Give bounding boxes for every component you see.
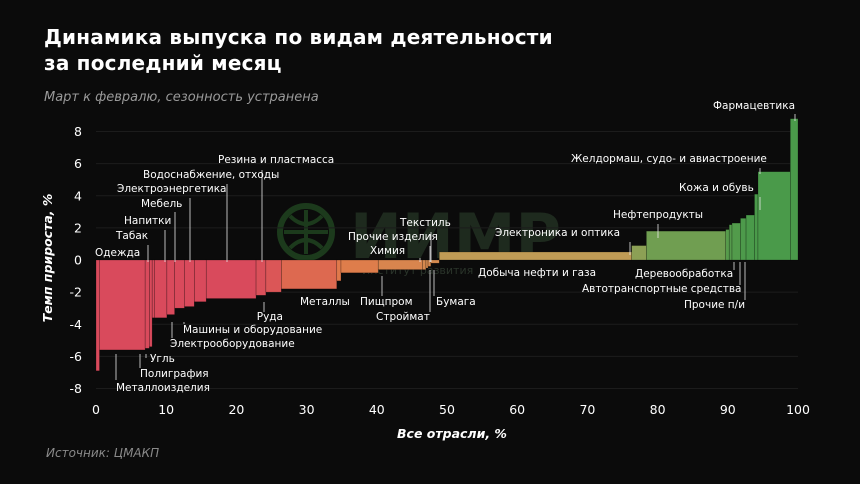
bar-label: Электрооборудование xyxy=(170,338,295,350)
x-tick-label: 40 xyxy=(369,402,385,417)
bar-label: Одежда xyxy=(95,247,140,259)
bar-1 xyxy=(99,259,146,351)
title-line-2: за последний месяц xyxy=(44,51,282,75)
bar-7 xyxy=(174,259,185,309)
bar-31 xyxy=(790,118,799,261)
x-tick-label: 80 xyxy=(650,402,666,417)
bar-label: Кожа и обувь xyxy=(679,182,754,194)
x-tick-label: 50 xyxy=(439,402,455,417)
bar-label: Руда xyxy=(257,311,283,323)
bar-10 xyxy=(205,259,257,299)
bar-label: Напитки xyxy=(124,215,171,227)
bar-2 xyxy=(144,259,150,349)
bar-label: Прочие изделия xyxy=(348,231,438,243)
y-tick-label: 4 xyxy=(74,188,82,203)
bar-label: Мебель xyxy=(141,198,182,210)
bar-22 xyxy=(631,245,647,261)
x-tick-label: 70 xyxy=(579,402,595,417)
x-tick-label: 10 xyxy=(158,402,174,417)
bar-11 xyxy=(255,259,267,296)
y-tick-label: 8 xyxy=(74,124,82,139)
bar-27 xyxy=(740,217,747,261)
x-tick-labels: 0 10 20 30 40 50 60 70 80 90 100 xyxy=(92,402,810,417)
x-tick-label: 100 xyxy=(786,402,810,417)
y-tick-label: 6 xyxy=(74,156,82,171)
bar-label: Деревообработка xyxy=(635,268,733,280)
bar-25 xyxy=(728,224,733,261)
bar-13 xyxy=(281,259,338,290)
y-tick-label: -4 xyxy=(70,317,83,332)
bar-3 xyxy=(149,259,153,347)
bar-label: Резина и пластмасса xyxy=(218,154,334,166)
bar-6 xyxy=(166,259,175,315)
bar-label: Текстиль xyxy=(399,217,451,229)
chart-title: Динамика выпуска по видам деятельности з… xyxy=(44,24,553,76)
bar-19 xyxy=(427,259,432,267)
bar-5 xyxy=(154,259,168,319)
bar-18 xyxy=(425,259,429,269)
bar-9 xyxy=(194,259,207,303)
bar-label: Пищпром xyxy=(360,296,413,308)
bar-21 xyxy=(439,251,632,261)
x-tick-label: 90 xyxy=(720,402,736,417)
y-axis-label: Темп прироста, % xyxy=(40,194,55,323)
bar-24 xyxy=(725,229,730,261)
bar-label: Машины и оборудование xyxy=(183,324,322,336)
bar-30 xyxy=(757,171,791,261)
bar-label: Металлоизделия xyxy=(116,382,210,394)
bars-group xyxy=(95,118,799,372)
bar-label: Строймат xyxy=(376,311,430,323)
bar-label: Прочие п/и xyxy=(684,299,745,311)
bar-label: Водоснабжение, отходы xyxy=(143,169,279,181)
bar-17 xyxy=(422,259,427,270)
bar-label: Нефтепродукты xyxy=(613,209,703,221)
y-tick-label: -6 xyxy=(70,349,83,364)
source-note: Источник: ЦМАКП xyxy=(46,446,160,460)
bar-26 xyxy=(731,222,741,261)
x-tick-label: 20 xyxy=(228,402,244,417)
x-tick-label: 60 xyxy=(509,402,525,417)
label-leaders xyxy=(115,114,796,380)
bar-16 xyxy=(377,259,423,270)
bar-29 xyxy=(754,193,759,261)
bar-23 xyxy=(646,230,726,261)
x-tick-label: 0 xyxy=(92,402,100,417)
watermark-circle-icon xyxy=(277,203,335,261)
bar-label: Угль xyxy=(150,353,175,365)
title-line-1: Динамика выпуска по видам деятельности xyxy=(44,25,553,49)
bar-28 xyxy=(745,214,755,261)
bar-8 xyxy=(184,259,195,307)
bar-label: Металлы xyxy=(300,296,350,308)
watermark-globe-icon xyxy=(284,210,328,254)
bar-label: Добыча нефти и газа xyxy=(478,267,596,279)
y-tick-labels: -8 -6 -4 -2 0 2 4 6 8 xyxy=(70,124,83,396)
y-tick-label: -8 xyxy=(70,381,83,396)
y-tick-label: 2 xyxy=(74,220,82,235)
y-tick-label: -2 xyxy=(70,285,82,300)
y-tick-label: 0 xyxy=(74,253,82,268)
bar-label: Электроника и оптика xyxy=(495,227,620,239)
chart-subtitle: Март к февралю, сезонность устранена xyxy=(44,90,319,105)
x-axis-label: Все отрасли, % xyxy=(397,426,507,441)
bar-labels: Одежда Металлоизделия Угль Полиграфия Табак Н… xyxy=(95,100,795,394)
bar-label: Бумага xyxy=(436,296,476,308)
x-tick-label: 30 xyxy=(299,402,315,417)
bar-20 xyxy=(430,259,440,264)
bar-label: Табак xyxy=(115,230,148,242)
bar-label: Электроэнергетика xyxy=(117,183,227,195)
bar-label: Желдормаш, судо- и авиастроение xyxy=(571,153,767,165)
bar-4 xyxy=(151,259,155,319)
bar-label: Автотранспортные средства xyxy=(582,283,741,295)
bar-14 xyxy=(336,259,342,282)
bar-label: Химия xyxy=(370,245,405,257)
bar-label: Фармацевтика xyxy=(713,100,795,112)
bar-12 xyxy=(265,259,282,293)
bar-0 xyxy=(95,259,100,372)
bar-15 xyxy=(340,259,379,274)
bar-label: Полиграфия xyxy=(140,368,209,380)
